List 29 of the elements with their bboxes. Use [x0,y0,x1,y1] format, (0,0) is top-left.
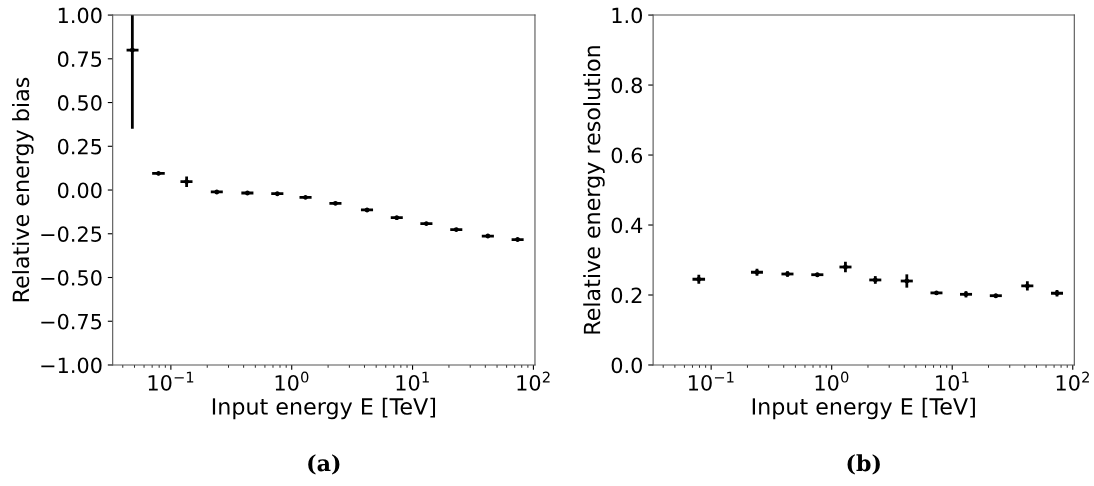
y-tick-label: 0.8 [611,77,642,94]
y-tick-label: −0.50 [41,269,102,286]
x-tick-label: 10$^{0}$ [815,371,849,391]
x-axis-title: Input energy E [TeV] [212,397,436,420]
x-tick-label: 10$^{−1}$ [688,371,734,391]
x-tick-label: 10$^{1}$ [396,371,429,391]
x-tick-label: 10$^{2}$ [517,371,550,391]
y-tick-label: 0.00 [57,182,102,199]
y-tick-label: 0.25 [57,138,102,155]
x-tick-label: 10$^{2}$ [1056,371,1089,391]
y-tick-label: −1.00 [41,357,102,374]
text: (b) [847,454,880,475]
y-tick-label: −0.75 [41,313,102,330]
x-tick-label: 10$^{−1}$ [148,371,194,391]
y-tick-label: 0.6 [611,147,643,164]
y-tick-label: 0.2 [611,287,642,304]
x-axis-title: Input energy E [TeV] [752,397,975,420]
x-tick-label: 10$^{1}$ [936,371,969,391]
y-axis-title: Relative energy resolution [583,46,605,334]
y-tick-label: 1.00 [58,7,102,24]
y-tick-label: −0.25 [41,226,102,242]
y-tick-label: 0.75 [57,51,102,68]
x-tick-label: 10$^{0}$ [275,371,309,391]
y-tick-label: 1.0 [612,7,643,24]
y-tick-label: 0.4 [611,217,643,234]
y-axis-title: Relative energy bias [12,77,34,302]
y-tick-label: 0.50 [57,95,102,111]
y-tick-label: 0.0 [611,357,643,374]
text: (a) [308,454,340,475]
